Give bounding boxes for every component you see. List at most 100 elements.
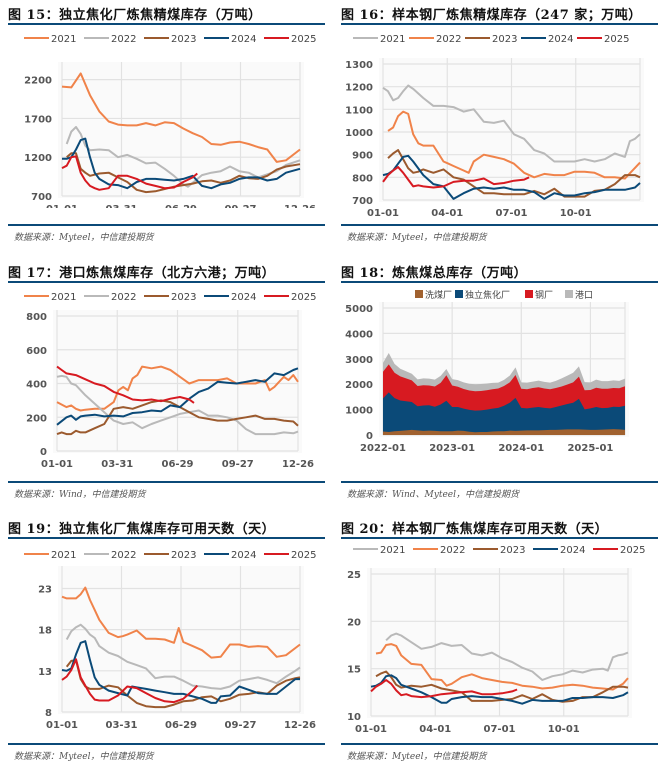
panel-fig15: 图 15：独立焦化厂炼焦精煤库存（万吨） 700 1200 1700 2200 01-0…	[0, 0, 325, 250]
legend-label: 2025	[291, 550, 316, 561]
legend: 2021 2022 2023 2024 2025	[24, 292, 316, 303]
source-rule	[8, 481, 325, 483]
y-tick-label: 4000	[345, 329, 373, 340]
y-tick-label: 1700	[24, 114, 52, 125]
legend-label: 港口	[575, 289, 593, 301]
x-tick-label: 03-31	[106, 720, 138, 731]
legend-label: 洗煤厂	[425, 289, 452, 301]
x-tick-label: 12-26	[284, 204, 316, 208]
y-tick-label: 800	[26, 312, 47, 323]
legend-label: 2023	[171, 550, 196, 561]
chart-title: 图 17：港口炼焦煤库存（北方六港；万吨）	[8, 266, 276, 281]
line-series-2022	[56, 374, 299, 436]
line-series-2025	[61, 155, 198, 191]
line-series-2024	[382, 154, 641, 200]
chart-title: 图 20：样本钢厂炼焦煤库存可用天数（天）	[341, 522, 609, 537]
x-tick-label: 01-01	[46, 204, 78, 208]
source-note: 数据来源：Myteel，中信建投期货	[14, 752, 154, 762]
legend: 2021 2022 2023 2024 2025	[24, 550, 316, 561]
legend-label: 2022	[440, 545, 465, 556]
legend-label: 2023	[500, 545, 525, 556]
line-series-2024	[61, 640, 300, 704]
y-tick-label: 0	[40, 447, 47, 458]
legend-label: 2022	[111, 34, 136, 45]
legend-label: 独立焦化厂	[465, 289, 510, 301]
source-note: 数据来源：Myteel，中信建投期货	[347, 752, 487, 762]
legend-label: 2024	[231, 550, 256, 561]
legend-label: 2024	[548, 34, 573, 45]
y-tick-label: 10	[347, 712, 361, 723]
legend-label: 2024	[560, 545, 585, 556]
line-series-2024	[370, 674, 629, 705]
line-series-2025	[56, 365, 195, 404]
source-rule	[341, 481, 658, 483]
y-tick-label: 0	[366, 431, 373, 442]
legend-label: 2025	[291, 292, 316, 303]
y-tick-label: 200	[26, 413, 47, 424]
y-tick-label: 15	[347, 665, 361, 676]
x-tick-label: 01-01	[41, 459, 73, 470]
legend-swatch	[415, 290, 423, 298]
y-tick-label: 8	[45, 708, 52, 719]
x-tick-label: 07-01	[484, 724, 516, 735]
chart-title: 图 15：独立焦化厂炼焦精煤库存（万吨）	[8, 8, 262, 23]
line-series-2021	[385, 632, 629, 681]
y-tick-label: 700	[31, 192, 52, 203]
title-rule	[8, 537, 325, 539]
y-tick-label: 400	[26, 380, 47, 391]
legend-label: 2022	[111, 292, 136, 303]
y-tick-label: 25	[347, 570, 361, 581]
chart-fig17: 0 200 400 600 800 01-01 03-31 06-29 09-27 12-26 20…	[24, 292, 316, 470]
x-tick-label: 12-26	[284, 720, 316, 731]
x-tick-label: 2022-01	[360, 443, 406, 454]
y-tick-label: 18	[38, 626, 52, 637]
y-tick-label: 5000	[345, 304, 373, 315]
source-rule	[341, 224, 658, 226]
x-tick-label: 01-01	[355, 724, 387, 735]
y-tick-label: 1000	[345, 406, 373, 417]
line-series-2024	[56, 367, 299, 426]
legend-label: 2025	[620, 545, 645, 556]
title-rule	[8, 281, 325, 283]
y-tick-label: 1200	[345, 83, 373, 94]
y-tick-label: 23	[38, 584, 52, 595]
y-tick-label: 800	[352, 173, 373, 184]
legend-label: 2021	[51, 292, 76, 303]
legend: 2021 2022 2023 2024 2025	[353, 545, 645, 556]
area-series-独立焦化厂	[383, 392, 625, 435]
x-tick-label: 10-01	[560, 208, 592, 218]
source-note: 数据来源：Myteel，中信建投期货	[14, 233, 154, 243]
chart-fig16: 700 800 900 1000 1100 1200 1300 01-01 04-01 07-01…	[345, 34, 644, 218]
y-tick-label: 13	[38, 667, 52, 678]
x-tick-label: 01-01	[46, 720, 78, 731]
y-tick-label: 900	[352, 151, 373, 162]
source-rule	[8, 743, 325, 745]
legend-label: 2023	[492, 34, 517, 45]
line-series-2025	[370, 679, 518, 699]
x-tick-label: 06-29	[162, 459, 194, 470]
chart-title: 图 16：样本钢厂炼焦精煤库存（247 家；万吨）	[341, 8, 642, 23]
x-tick-label: 04-01	[419, 724, 451, 735]
line-series-2023	[56, 399, 299, 436]
area-series-洗煤厂	[383, 429, 625, 435]
source-note: 数据来源：Wind，中信建投期货	[14, 490, 146, 500]
source-note: 数据来源：Wind、Myteel，中信建投期货	[347, 490, 519, 500]
x-tick-label: 03-31	[101, 459, 133, 470]
x-tick-label: 06-29	[165, 204, 197, 208]
chart-title: 图 19：独立焦化厂焦煤库存可用天数（天）	[8, 522, 276, 537]
line-series-2022	[387, 110, 641, 180]
x-tick-label: 12-26	[282, 459, 314, 470]
y-tick-label: 2000	[345, 380, 373, 391]
legend-label: 2024	[231, 34, 256, 45]
y-tick-label: 600	[26, 346, 47, 357]
legend-swatch	[565, 290, 573, 298]
legend-label: 2025	[604, 34, 629, 45]
source-rule	[341, 743, 658, 745]
x-tick-label: 07-01	[496, 208, 528, 218]
line-series-2021	[61, 72, 301, 163]
legend-label: 2024	[231, 292, 256, 303]
legend-swatch	[455, 290, 463, 298]
legend: 2021 2022 2023 2024 2025	[24, 34, 316, 45]
y-tick-label: 1000	[345, 128, 373, 139]
